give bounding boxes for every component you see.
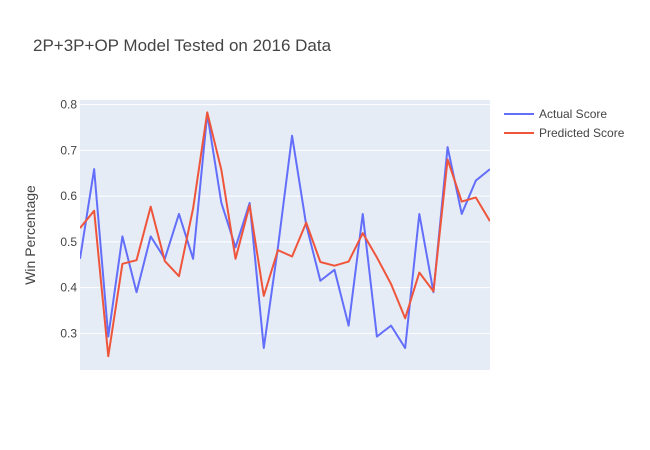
legend-item-actual-score[interactable]: Actual Score (504, 107, 607, 121)
series-line-actual-score (80, 112, 490, 350)
series-lines (80, 111, 490, 358)
y-tick-label: 0.4 (60, 281, 77, 295)
legend-label: Actual Score (539, 107, 607, 121)
series-line-predicted-score (80, 111, 490, 358)
legend-item-predicted-score[interactable]: Predicted Score (504, 126, 625, 140)
chart-title: 2P+3P+OP Model Tested on 2016 Data (33, 36, 332, 55)
y-tick-label: 0.6 (60, 189, 77, 203)
y-axis-ticks: 0.3 0.4 0.5 0.6 0.7 0.8 (60, 98, 77, 341)
plot-area (80, 100, 490, 370)
y-tick-label: 0.8 (60, 98, 77, 112)
y-tick-label: 0.5 (60, 235, 77, 249)
legend[interactable]: Actual Score Predicted Score (504, 107, 625, 140)
legend-label: Predicted Score (539, 126, 625, 140)
y-tick-label: 0.7 (60, 143, 77, 157)
y-tick-label: 0.3 (60, 326, 77, 340)
y-axis-title: Win Percentage (22, 185, 38, 285)
